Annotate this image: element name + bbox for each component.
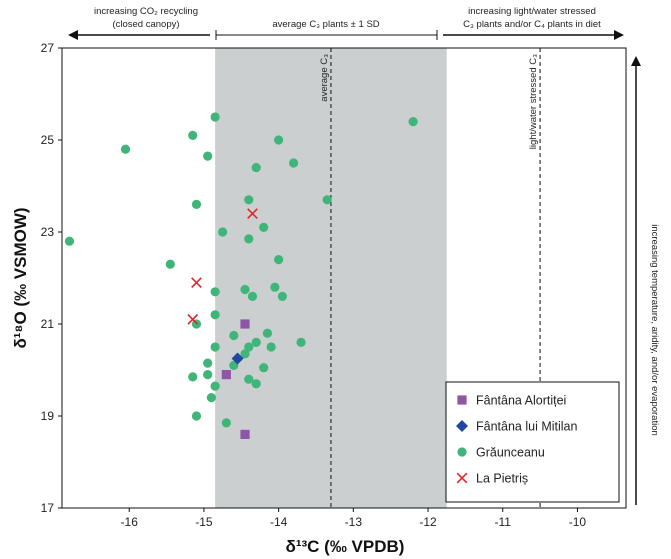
point-graunceanu xyxy=(203,370,213,380)
y-tick-label: 19 xyxy=(41,409,55,423)
plot-frame xyxy=(61,47,627,509)
point-graunceanu xyxy=(221,418,231,428)
reference-line-label-2: light/water stressed C₃ xyxy=(528,54,539,149)
point-graunceanu xyxy=(218,227,228,237)
point-graunceanu xyxy=(210,381,220,391)
x-tick-label: -13 xyxy=(345,515,363,529)
point-graunceanu xyxy=(165,259,175,269)
point-graunceanu xyxy=(210,287,220,297)
point-graunceanu xyxy=(229,360,239,370)
point-graunceanu xyxy=(322,195,332,205)
y-tick-label: 23 xyxy=(41,225,55,239)
point-graunceanu xyxy=(203,358,213,368)
point-graunceanu xyxy=(210,310,220,320)
legend-label: La Pietriș xyxy=(476,472,528,486)
left-annotation-line1: increasing CO₂ recycling xyxy=(94,6,198,17)
point-la-pietris xyxy=(247,208,258,219)
x-tick-label: -14 xyxy=(270,515,288,529)
middle-annotation: average C₃ plants ± 1 SD xyxy=(272,19,379,30)
x-tick-label: -10 xyxy=(569,515,587,529)
reference-lines: average C₃ light/water stressed C₃ xyxy=(319,48,541,508)
point-la-pietris xyxy=(191,277,202,288)
point-graunceanu xyxy=(188,130,198,140)
point-graunceanu xyxy=(247,291,258,301)
top-annotations: increasing CO₂ recycling (closed canopy)… xyxy=(68,6,624,40)
point-fantana-lui-mitilan xyxy=(231,352,244,365)
x-axis: -16 -15 -14 -13 -12 -11 -10 xyxy=(121,508,587,529)
legend-marker xyxy=(456,472,468,484)
legend-label: Grăunceanu xyxy=(476,446,545,460)
point-graunceanu xyxy=(266,342,276,352)
right-annotation-line2: C₃ plants and/or C₄ plants in diet xyxy=(463,19,601,30)
point-graunceanu xyxy=(408,117,418,127)
point-graunceanu xyxy=(244,342,254,352)
point-graunceanu xyxy=(210,112,220,122)
legend-label: Fântâna Alortiței xyxy=(476,394,566,408)
data-points xyxy=(64,112,418,439)
point-graunceanu xyxy=(251,337,261,347)
right-vertical-annotation: increasing temperature, aridity, and/or … xyxy=(649,224,660,436)
point-graunceanu xyxy=(259,222,269,232)
point-graunceanu xyxy=(244,374,254,384)
point-graunceanu xyxy=(188,372,198,382)
point-graunceanu xyxy=(296,337,306,347)
y-axis: 17 19 21 23 25 27 xyxy=(41,41,62,515)
x-tick-label: -11 xyxy=(495,515,512,529)
point-fantana-alortitei xyxy=(221,370,231,380)
point-graunceanu xyxy=(229,330,239,341)
left-annotation-line2: (closed canopy) xyxy=(112,19,179,30)
point-graunceanu xyxy=(288,158,299,168)
y-axis-title: δ¹⁸O (‰ VSMOW) xyxy=(11,207,30,348)
point-graunceanu xyxy=(210,342,220,352)
point-graunceanu xyxy=(64,236,75,246)
legend-marker xyxy=(457,447,467,457)
average-c3-band xyxy=(215,48,447,508)
point-graunceanu xyxy=(262,328,273,338)
y-tick-label: 27 xyxy=(41,41,55,55)
point-la-pietris xyxy=(187,314,199,325)
y-tick-label: 25 xyxy=(41,133,55,147)
point-graunceanu xyxy=(244,195,254,205)
x-axis-title: δ¹³C (‰ VPDB) xyxy=(286,537,405,556)
point-graunceanu xyxy=(191,411,202,421)
point-fantana-alortitei xyxy=(240,319,250,329)
x-tick-label: -16 xyxy=(121,515,139,529)
point-graunceanu xyxy=(240,284,250,295)
point-graunceanu xyxy=(270,282,280,292)
legend-label: Fântâna lui Mitilan xyxy=(476,420,577,434)
legend-box xyxy=(445,381,620,503)
legend-marker xyxy=(456,420,468,432)
y-tick-label: 17 xyxy=(41,501,55,515)
legend-marker xyxy=(457,395,467,405)
point-graunceanu xyxy=(251,163,261,173)
point-graunceanu xyxy=(191,199,202,209)
x-tick-label: -12 xyxy=(419,515,437,529)
point-graunceanu xyxy=(203,151,213,161)
point-fantana-alortitei xyxy=(240,429,250,439)
point-graunceanu xyxy=(120,144,131,154)
right-annotation-line1: increasing light/water stressed xyxy=(468,6,596,17)
point-graunceanu xyxy=(277,291,287,301)
point-graunceanu xyxy=(259,363,269,373)
x-tick-label: -15 xyxy=(195,515,213,529)
right-annotation: increasing temperature, aridity, and/or … xyxy=(631,56,660,505)
plot-area: average C₃ light/water stressed C₃ -16 -15… xyxy=(41,41,627,529)
point-graunceanu xyxy=(274,255,284,265)
y-tick-label: 21 xyxy=(41,317,55,331)
reference-line-label-1: average C₃ xyxy=(319,54,330,102)
point-graunceanu xyxy=(244,234,254,244)
point-graunceanu xyxy=(251,379,261,389)
point-graunceanu xyxy=(274,135,284,145)
point-graunceanu xyxy=(206,393,217,403)
legend: Fântâna Alortiței Fântâna lui Mitilan Grău… xyxy=(445,381,620,503)
point-graunceanu xyxy=(240,349,250,359)
